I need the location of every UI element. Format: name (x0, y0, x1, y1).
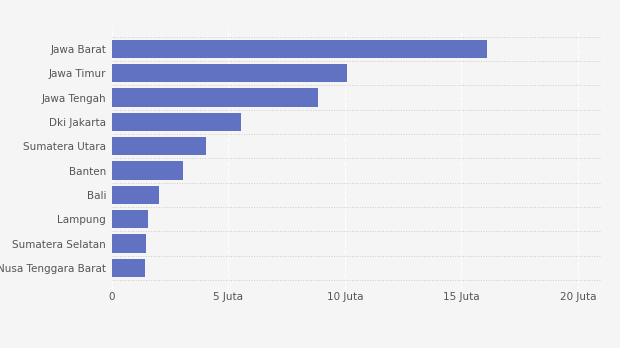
Bar (112, 235, 146, 253)
Bar (112, 210, 148, 228)
Bar (112, 113, 241, 131)
Bar (112, 137, 206, 155)
Bar (112, 186, 159, 204)
Bar (112, 88, 318, 106)
Bar (112, 64, 347, 82)
Bar (112, 259, 146, 277)
Bar (112, 161, 183, 180)
Bar (112, 40, 487, 58)
